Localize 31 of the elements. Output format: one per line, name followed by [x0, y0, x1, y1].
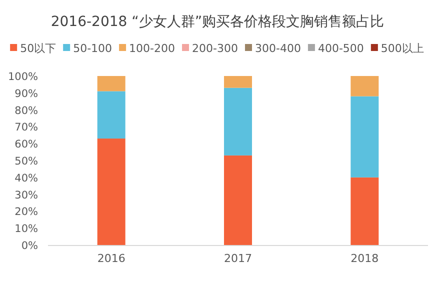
bar: [97, 91, 126, 139]
x-tick-label: 2018: [350, 252, 379, 265]
bar: [97, 138, 126, 245]
legend-label: 500以上: [380, 42, 424, 55]
chart-title: 2016-2018 “少女人群”购买各价格段文胸销售额占比: [50, 14, 384, 30]
legend-label: 300-400: [254, 42, 301, 55]
x-tick-label: 2017: [224, 252, 252, 265]
bar: [350, 96, 379, 178]
y-tick-label: 100%: [8, 71, 38, 83]
bar: [350, 177, 379, 245]
y-tick-label: 90%: [14, 88, 38, 100]
y-tick-label: 60%: [14, 138, 38, 151]
y-tick-label: 0%: [21, 240, 38, 252]
y-tick-label: 30%: [14, 189, 38, 202]
bar: [350, 76, 379, 96]
bar: [97, 76, 126, 92]
y-tick-label: 50%: [14, 156, 38, 168]
legend-label: 400-500: [318, 42, 364, 55]
legend-label: 50-100: [73, 42, 112, 55]
legend-label: 100-200: [129, 42, 176, 55]
y-tick-label: 20%: [14, 206, 38, 218]
y-tick-label: 40%: [14, 172, 38, 184]
x-tick-label: 2016: [97, 252, 126, 265]
legend-label: 50以下: [20, 42, 56, 55]
bar: [224, 155, 252, 245]
legend-label: 200-300: [192, 42, 238, 55]
y-tick-label: 80%: [14, 104, 38, 117]
bar: [224, 88, 252, 156]
bar: [224, 76, 252, 88]
y-tick-label: 70%: [14, 122, 38, 134]
y-tick-label: 10%: [14, 223, 38, 236]
